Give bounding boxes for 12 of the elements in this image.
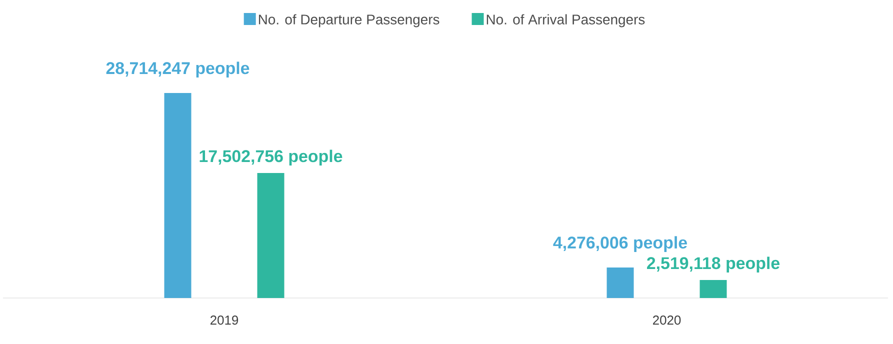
data-label: 17,502,756 people [200, 150, 342, 166]
bar [606, 267, 634, 298]
bar [700, 280, 727, 298]
x-tick-label: 2019 [210, 316, 238, 325]
bar [257, 173, 284, 298]
data-label: 4,276,006 people [553, 236, 687, 252]
bar [164, 92, 192, 298]
data-label: 2,519,118 people [647, 256, 780, 272]
legend-label: No. of Departure Passengers [258, 14, 440, 28]
data-label: 28,714,247 people [106, 62, 250, 78]
x-tick-label: 2020 [653, 316, 681, 325]
legend-label: No. of Arrival Passengers [486, 14, 645, 28]
